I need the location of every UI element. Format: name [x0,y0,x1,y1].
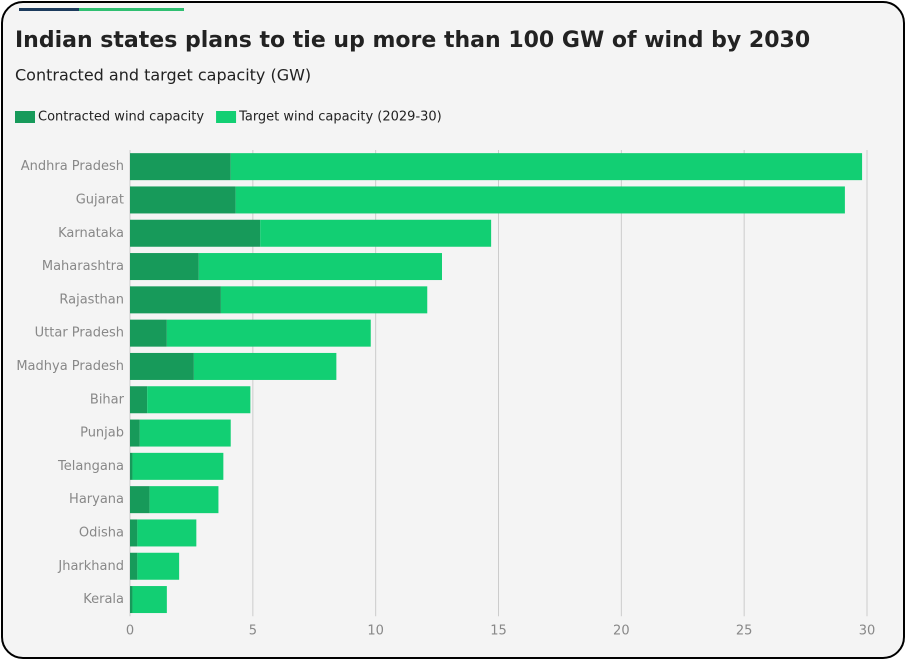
bar [230,153,863,181]
y-tick-label: Haryana [69,492,124,507]
y-tick-label: Jharkhand [57,559,124,574]
bar [139,419,231,447]
bar [130,452,133,480]
bar [130,186,236,214]
y-tick-label: Kerala [83,592,124,607]
bar [130,253,199,281]
x-tick-label: 15 [490,624,507,639]
legend-swatch [216,111,237,123]
bar [166,319,371,347]
bar [130,286,221,314]
x-tick-label: 10 [367,624,384,639]
bar [130,486,150,514]
x-tick-label: 20 [613,624,630,639]
x-tick-label: 25 [736,624,753,639]
bar [147,386,251,414]
bar [130,586,133,614]
bar [130,319,167,347]
bar [198,253,442,281]
bar [130,419,140,447]
accent [79,8,184,11]
bar [260,219,492,247]
bar [130,386,148,414]
y-tick-label: Telangana [57,459,124,474]
accent [19,8,79,11]
bar [137,552,180,580]
y-tick-label: Gujarat [76,192,124,207]
bar [235,186,845,214]
bar [130,219,261,247]
bar [130,352,194,380]
y-tick-label: Maharashtra [42,259,124,274]
bar [132,452,224,480]
chart: Indian states plans to tie up more than … [15,8,876,639]
bar [220,286,428,314]
bar [193,352,337,380]
chart-title: Indian states plans to tie up more than … [15,28,810,53]
y-tick-label: Uttar Pradesh [35,326,124,341]
legend-swatch [15,111,35,123]
bar [130,153,231,181]
y-tick-label: Madhya Pradesh [16,359,124,374]
chart-subtitle: Contracted and target capacity (GW) [15,66,311,85]
bar [130,519,138,547]
legend-label: Target wind capacity (2029-30) [238,110,442,125]
bar [132,586,167,614]
x-tick-label: 30 [859,624,876,639]
x-tick-label: 5 [249,624,257,639]
y-tick-label: Bihar [90,392,125,407]
y-tick-label: Punjab [80,426,124,441]
y-tick-label: Odisha [79,525,124,540]
y-tick-label: Karnataka [58,226,124,241]
bar [137,519,197,547]
legend-label: Contracted wind capacity [38,110,204,125]
y-tick-label: Andhra Pradesh [21,159,124,174]
y-tick-label: Rajasthan [59,292,124,307]
x-tick-label: 0 [126,624,134,639]
bar [149,486,219,514]
bar [130,552,138,580]
